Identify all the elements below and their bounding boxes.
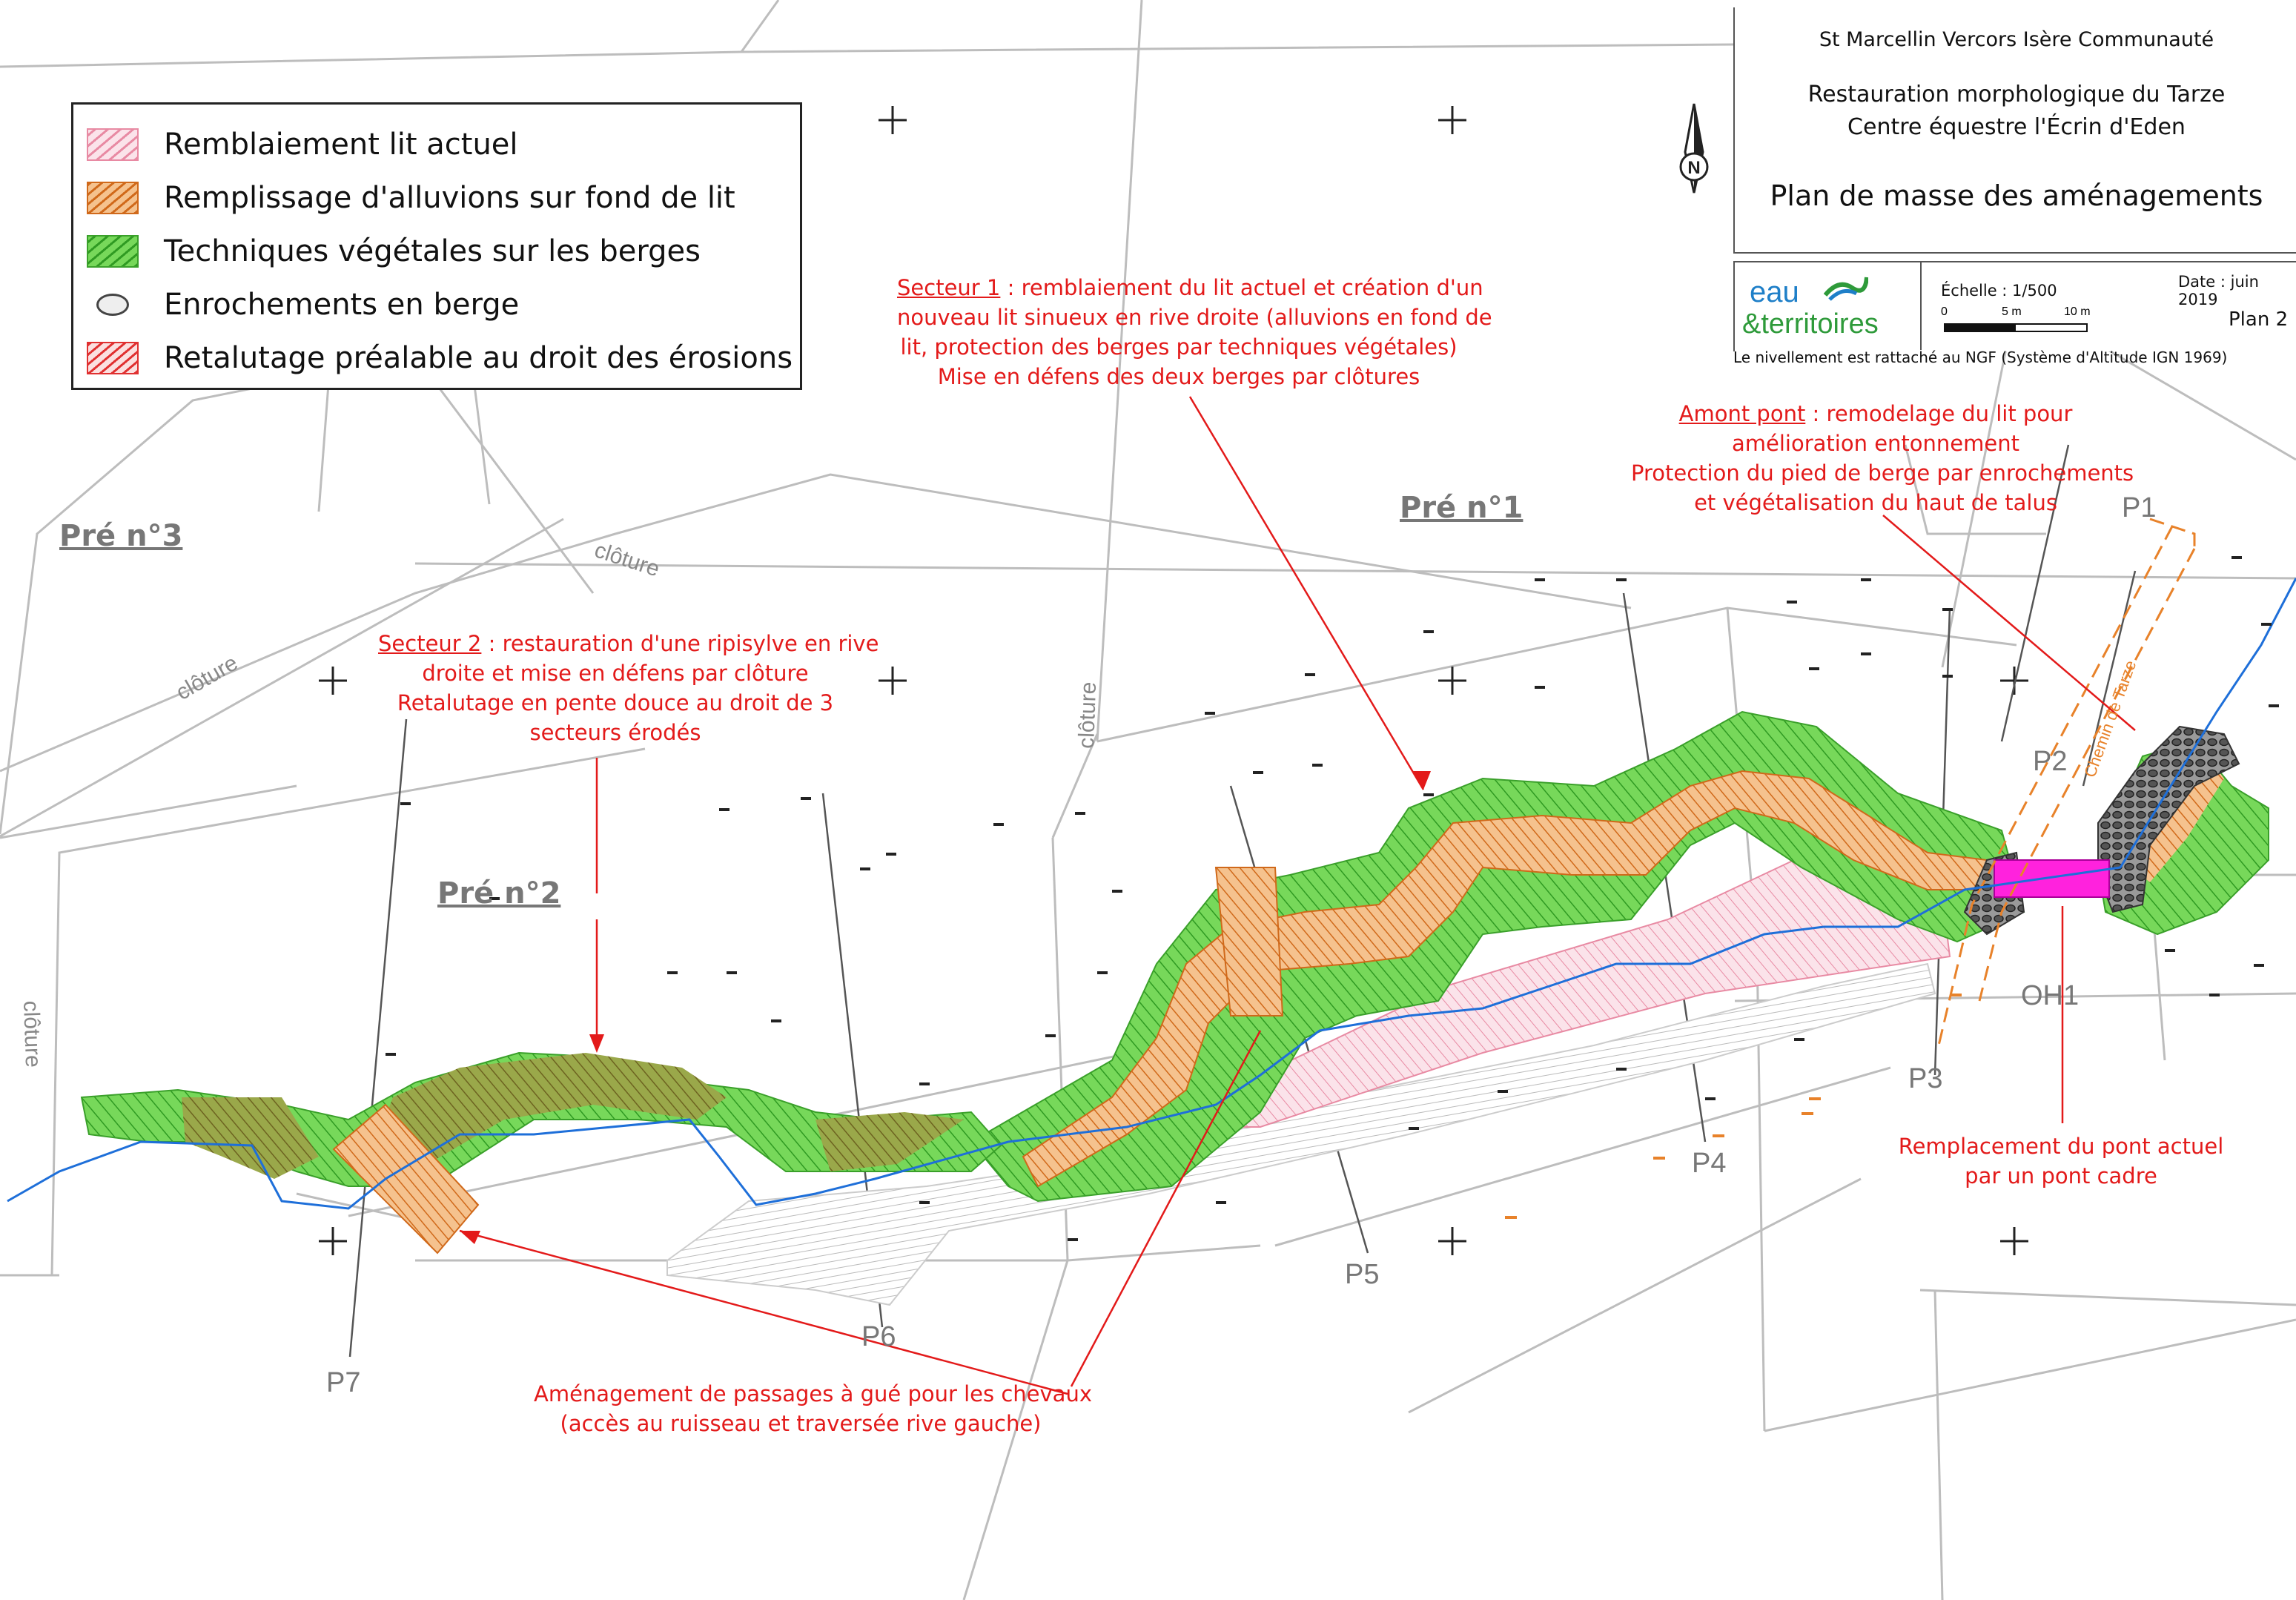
north-arrow-icon: N (1679, 103, 1709, 194)
stone-icon (87, 288, 139, 321)
cloture-label-4: clôture (19, 1000, 45, 1068)
spot-elevations-orange (1505, 994, 1962, 1219)
legend-item-vegetales: Techniques végétales sur les berges (87, 229, 701, 274)
logo: eau &territoires (1735, 262, 1922, 350)
legend: Remblaiement lit actuel Remplissage d'al… (71, 102, 802, 390)
secteur1-line4: Mise en défens des deux berges par clôtu… (937, 364, 1420, 389)
scalebar-0: 0 (1941, 305, 1948, 318)
cloture-label-2: clôture (172, 650, 242, 705)
river (7, 578, 2296, 1210)
legend-item-retalutage: Retalutage préalable au droit des érosio… (87, 336, 793, 380)
amont-line1: : remodelage du lit pour (1805, 401, 2073, 426)
amont-line3: Protection du pied de berge par enrochem… (1631, 460, 2134, 486)
profile-p5: P5 (1345, 1259, 1380, 1290)
pont-line1: Remplacement du pont actuel (1898, 1134, 2224, 1159)
annotation-pont: Remplacement du pont actuel par un pont … (1883, 1131, 2239, 1191)
profile-p4: P4 (1692, 1148, 1727, 1179)
pre-1-label: Pré n°1 (1400, 491, 1524, 525)
gue-line1: Aménagement de passages à gué pour les c… (534, 1381, 1092, 1406)
annotation-gue: Aménagement de passages à gué pour les c… (534, 1379, 1092, 1438)
olive-segment-3 (815, 1112, 964, 1171)
grid-crosses (319, 106, 2028, 1255)
cloture-label-3: clôture (1074, 681, 1101, 749)
amont-line4: et végétalisation du haut de talus (1694, 490, 2057, 515)
pont-line2: par un pont cadre (1965, 1163, 2157, 1189)
annotation-secteur1: Secteur 1 : remblaiement du lit actuel e… (897, 273, 1492, 391)
plan-number: Plan 2 (2229, 308, 2289, 331)
legend-label: Retalutage préalable au droit des érosio… (164, 341, 793, 375)
secteur2-title: Secteur 2 (378, 631, 482, 656)
gue-line2: (accès au ruisseau et traversée rive gau… (560, 1411, 1042, 1436)
organisation: St Marcellin Vercors Isère Communauté (1819, 28, 2214, 51)
secteur2-line3: Retalutage en pente douce au droit de 3 (397, 690, 834, 715)
project-line-2: Centre équestre l'Écrin d'Eden (1847, 114, 2186, 140)
logo-text-eau: eau (1750, 276, 1799, 308)
title-block: St Marcellin Vercors Isère Communauté Re… (1733, 7, 2296, 254)
logo-text-territoires: &territoires (1742, 308, 1879, 340)
profile-p7: P7 (326, 1367, 361, 1398)
secteur1-line2: nouveau lit sinueux en rive droite (allu… (897, 305, 1492, 330)
profile-oh1: OH1 (2021, 980, 2080, 1011)
legend-label: Remblaiement lit actuel (164, 128, 518, 162)
secteur2-line2: droite et mise en défens par clôture (422, 661, 809, 686)
legend-label: Techniques végétales sur les berges (164, 234, 701, 268)
secteur2-line1: : restauration d'une ripisylve en rive (481, 631, 879, 656)
profile-p2: P2 (2033, 746, 2068, 777)
date-label: Date : juin 2019 (2178, 273, 2259, 308)
secteur1-line3: lit, protection des berges par technique… (900, 334, 1458, 360)
olive-segment-2 (371, 1053, 727, 1171)
legend-item-alluvions: Remplissage d'alluvions sur fond de lit (87, 176, 735, 220)
pink-hatch-swatch (87, 128, 139, 161)
annotation-amont-pont: Amont pont : remodelage du lit pour amél… (1631, 399, 2134, 518)
secteur1-line1: : remblaiement du lit actuel et création… (1000, 275, 1483, 300)
road-dashes (1937, 518, 2196, 1046)
ford-crossing-1 (1214, 867, 1284, 1016)
orange-hatch-swatch (87, 182, 139, 214)
legend-item-remblaiement: Remblaiement lit actuel (87, 122, 518, 167)
plan-title: Plan de masse des aménagements (1770, 179, 2263, 212)
scale-label: Échelle : 1/500 (1941, 282, 2057, 300)
enrochements-east (2097, 725, 2240, 913)
pre-2-label: Pré n°2 (437, 876, 561, 910)
scale-bar (1944, 323, 2088, 332)
red-hatch-swatch (87, 342, 139, 374)
logo-wave-icon (1823, 273, 1869, 301)
scalebar-5: 5 m (2002, 305, 2022, 318)
profile-p6: P6 (861, 1321, 896, 1352)
green-hatch-swatch (87, 235, 139, 268)
amont-line2: amélioration entonnement (1732, 431, 2019, 456)
north-letter: N (1687, 158, 1700, 178)
project-line-1: Restauration morphologique du Tarze (1807, 82, 2226, 108)
scalebar-10: 10 m (2064, 305, 2091, 318)
legend-item-enrochements: Enrochements en berge (87, 282, 519, 327)
pre-3-label: Pré n°3 (59, 519, 183, 553)
profile-p3: P3 (1908, 1063, 1943, 1094)
cloture-label-1: clôture (592, 538, 663, 581)
profile-p1: P1 (2122, 492, 2157, 523)
secteur2-line4: secteurs érodés (529, 720, 701, 745)
legend-label: Remplissage d'alluvions sur fond de lit (164, 181, 735, 215)
leader-arrowheads (460, 771, 1431, 1244)
annotation-secteur2: Secteur 2 : restauration d'une ripisylve… (378, 629, 879, 747)
legend-label: Enrochements en berge (164, 288, 520, 322)
olive-segment-1 (182, 1097, 319, 1179)
amont-title: Amont pont (1678, 401, 1806, 426)
ford-crossing-2 (332, 1103, 480, 1254)
ngf-note: Le nivellement est rattaché au NGF (Syst… (1733, 348, 2228, 366)
leader-lines (459, 396, 2136, 1395)
secteur1-title: Secteur 1 (897, 275, 1001, 300)
cartouche: eau &territoires Échelle : 1/500 Date : … (1733, 261, 2296, 351)
spot-elevations (386, 556, 2279, 1241)
